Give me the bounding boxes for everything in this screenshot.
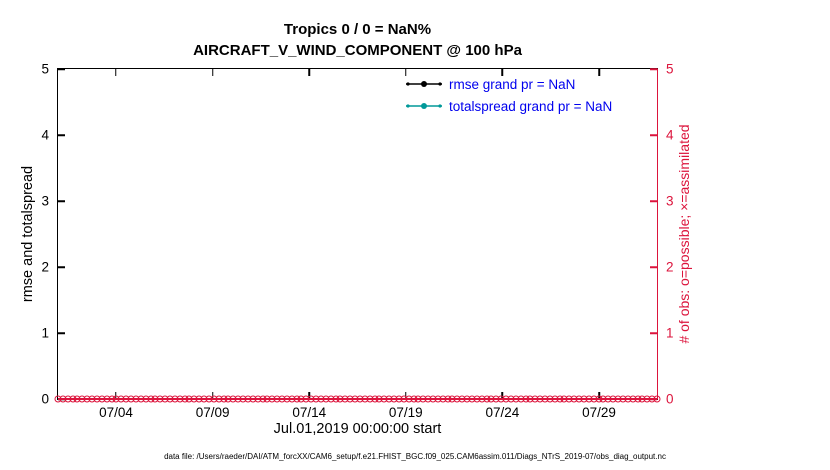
right-axis-tick-label: 3 bbox=[666, 193, 674, 209]
plot-area: rmse grand pr = NaN totalspread grand pr … bbox=[41, 62, 673, 419]
left-axis-tick-label: 1 bbox=[41, 325, 49, 341]
left-axis-tick bbox=[58, 332, 65, 334]
legend-label: totalspread grand pr = NaN bbox=[449, 98, 613, 114]
right-axis-tick-label: 1 bbox=[666, 325, 674, 341]
left-axis-label: rmse and totalspread bbox=[20, 165, 36, 303]
left-axis-tick-label: 4 bbox=[41, 127, 49, 143]
left-axis-tick bbox=[58, 68, 65, 70]
plot-title-line2: AIRCRAFT_V_WIND_COMPONENT @ 100 hPa bbox=[193, 42, 522, 59]
x-axis-tick-label: 07/14 bbox=[292, 405, 327, 420]
left-axis-tick-label: 5 bbox=[41, 61, 49, 77]
right-axis-tick bbox=[650, 200, 657, 202]
legend-label: rmse grand pr = NaN bbox=[449, 76, 576, 92]
x-axis-tick-mirror bbox=[598, 69, 600, 76]
legend-line-sample bbox=[406, 103, 442, 109]
x-axis-tick-mirror bbox=[308, 69, 310, 76]
left-axis-tick bbox=[58, 134, 65, 136]
x-axis-tick-label: 07/24 bbox=[485, 405, 520, 420]
right-axis-tick bbox=[650, 266, 657, 268]
right-axis-tick-label: 2 bbox=[666, 259, 674, 275]
x-axis-tick-mirror bbox=[501, 69, 504, 76]
right-axis-tick bbox=[650, 134, 657, 136]
x-axis-tick-mirror bbox=[115, 69, 117, 76]
legend: rmse grand pr = NaN totalspread grand pr … bbox=[404, 73, 612, 117]
plot-title-line1: Tropics 0 / 0 = NaN% bbox=[283, 21, 432, 38]
x-axis-tick-mirror bbox=[405, 69, 407, 76]
x-axis-tick-mirror bbox=[211, 69, 214, 76]
left-axis-tick bbox=[58, 200, 65, 202]
right-axis-tick-label: 5 bbox=[666, 61, 674, 77]
obs-possible-marker bbox=[653, 395, 661, 403]
right-axis-tick-label: 0 bbox=[666, 391, 674, 407]
data-file-path: data file: /Users/raeder/DAI/ATM_forcXX/… bbox=[164, 452, 666, 461]
x-axis-tick-label: 07/29 bbox=[582, 405, 616, 420]
right-axis-tick bbox=[650, 68, 657, 70]
x-axis-tick-label: 07/04 bbox=[99, 405, 133, 420]
right-axis-tick-label: 4 bbox=[666, 127, 674, 143]
left-axis-tick-label: 2 bbox=[41, 259, 49, 275]
x-axis-tick-label: 07/19 bbox=[388, 405, 423, 420]
x-axis-tick-label: 07/09 bbox=[195, 405, 230, 420]
left-axis-tick-label: 3 bbox=[41, 193, 49, 209]
legend-item: rmse grand pr = NaN bbox=[404, 73, 612, 95]
right-axis-tick bbox=[650, 332, 657, 334]
x-axis-label: Jul.01,2019 00:00:00 start bbox=[273, 421, 442, 437]
left-axis-tick-label: 0 bbox=[41, 391, 49, 407]
left-axis-tick bbox=[58, 266, 65, 268]
legend-item: totalspread grand pr = NaN bbox=[404, 95, 612, 117]
right-axis-label: # of obs: o=possible; ×=assimilated bbox=[676, 124, 692, 344]
legend-line-sample bbox=[406, 81, 442, 87]
